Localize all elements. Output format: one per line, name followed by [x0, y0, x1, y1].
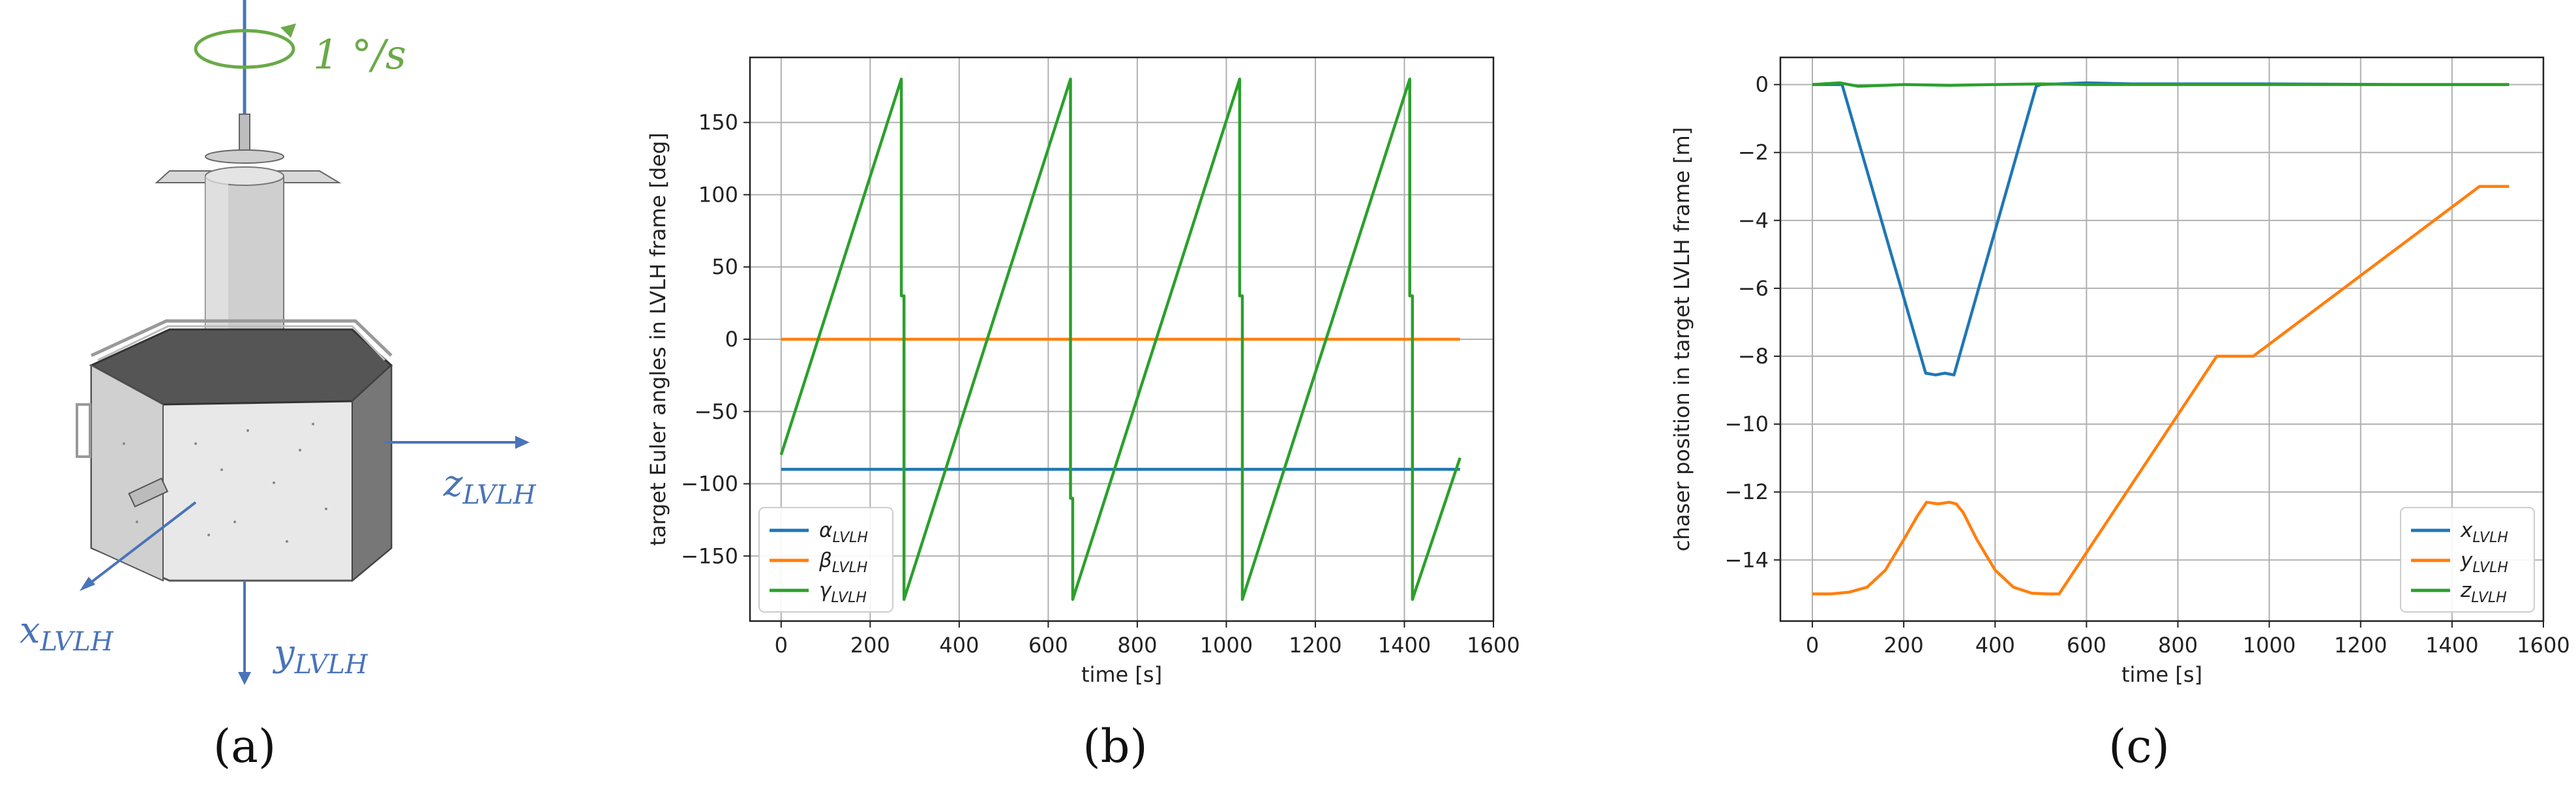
x-tick-label-2: 400 [939, 633, 979, 658]
x-axis-label: xLVLH [20, 609, 114, 657]
x-tick-label-4: 800 [1117, 633, 1157, 658]
x-tick-label-8: 1600 [1467, 633, 1520, 658]
x-tick-label-0: 0 [775, 633, 788, 658]
legend-entry-γ: γLVLH [819, 579, 867, 606]
x-tick-label-3: 600 [1028, 633, 1068, 658]
series-line-y [1812, 185, 2509, 596]
x-tick-label-5: 1000 [1200, 633, 1253, 658]
x-tick-label-6: 1200 [2334, 633, 2387, 658]
x-axis-label: time [s] [2121, 662, 2202, 687]
y-tick-label-3: 0 [725, 327, 738, 352]
y-axis-label: chaser position in target LVLH frame [m] [1670, 127, 1694, 551]
x-tick-label-6: 1200 [1289, 633, 1341, 658]
legend-entry-y: yLVLH [2460, 549, 2508, 576]
y-axis-label: yLVLH [272, 632, 368, 680]
y-tick-label-2: −10 [1724, 412, 1769, 436]
legend-entry-β: βLVLH [818, 549, 867, 576]
series-line-x [1812, 81, 2509, 376]
x-tick-label-1: 200 [1884, 633, 1924, 658]
x-tick-label-5: 1000 [2243, 633, 2296, 658]
y-tick-label-1: −100 [681, 472, 738, 496]
legend: αLVLH βLVLH γLVLH [758, 507, 893, 613]
x-tick-label-2: 400 [1975, 633, 2015, 658]
legend-entry-x: xLVLH [2460, 519, 2508, 546]
chart-c: 0 200 400 600 800 1000 1200 1400 1600 −14 −12 −10 −8… [1670, 56, 2570, 687]
panel-c-label: (c) [2108, 720, 2170, 773]
y-tick-label-0: −14 [1724, 547, 1769, 572]
x-tick-label-0: 0 [1806, 633, 1819, 658]
y-tick-label-5: 100 [698, 182, 738, 207]
z-axis-label: zLVLH [443, 463, 537, 510]
x-axis [83, 501, 197, 588]
y-tick-label-1: −12 [1724, 480, 1769, 504]
y-tick-label-4: 50 [711, 254, 738, 279]
x-tick-label-4: 800 [2158, 633, 2198, 658]
y-tick-label-6: −2 [1738, 140, 1769, 165]
panel-a-label: (a) [213, 720, 276, 773]
legend-entry-z: zLVLH [2460, 579, 2507, 606]
legend-entry-α: αLVLH [819, 519, 868, 546]
y-axis-label: target Euler angles in LVLH frame [deg] [646, 132, 670, 545]
x-tick-label-8: 1600 [2517, 633, 2569, 658]
x-tick-label-7: 1400 [1378, 633, 1431, 658]
y-tick-label-5: −4 [1738, 208, 1769, 233]
antenna-mast [239, 114, 250, 154]
chart-b: 0 200 400 600 800 1000 1200 1400 1600−150−100−50… [646, 56, 1520, 687]
y-tick-label-3: −8 [1738, 344, 1769, 369]
x-tick-label-7: 1400 [2425, 633, 2478, 658]
y-tick-label-2: −50 [694, 399, 738, 424]
x-tick-label-3: 600 [2067, 633, 2106, 658]
legend: xLVLH yLVLH zLVLH [2400, 507, 2535, 613]
x-axis-label: time [s] [1081, 662, 1162, 687]
panel-a-illustration: 1 °/s zLVLH [20, 0, 537, 773]
plot-frame [1779, 56, 2545, 622]
rotation-arrow-icon [194, 23, 296, 69]
x-tick-label-1: 200 [850, 633, 890, 658]
series-line-z [1812, 81, 2509, 88]
y-tick-label-7: 0 [1756, 72, 1769, 97]
y-tick-label-6: 150 [698, 110, 738, 135]
rotation-rate-label: 1 °/s [313, 31, 406, 78]
y-tick-label-4: −6 [1738, 276, 1769, 301]
series-line-γ [779, 77, 1461, 602]
y-tick-label-0: −150 [681, 543, 738, 568]
panel-b-label: (b) [1083, 720, 1147, 773]
